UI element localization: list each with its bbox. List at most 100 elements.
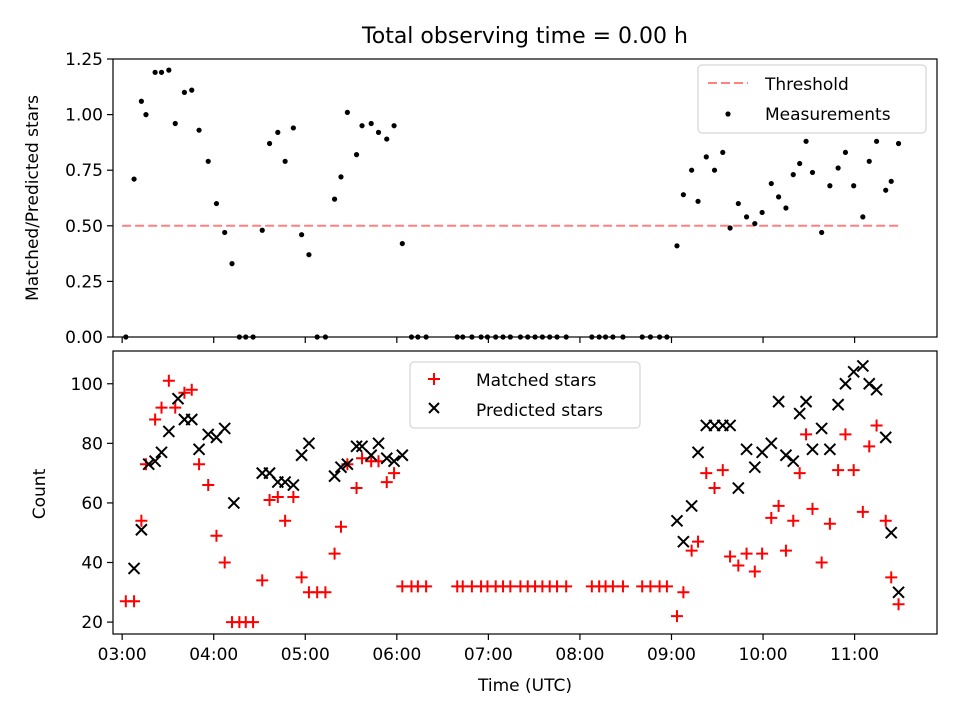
measurement-point (873, 138, 880, 144)
y-tick-label: 0.00 (65, 328, 103, 348)
legend-matched-swatch (428, 373, 440, 385)
predicted-star-point (831, 398, 845, 411)
measurement-point (866, 158, 872, 164)
measurement-point (172, 120, 178, 127)
measurement-point (181, 89, 188, 95)
predicted-star-point (847, 365, 860, 379)
x-tick-label: 06:00 (372, 645, 421, 665)
matched-star-point (885, 571, 898, 584)
y-tick-label: 1.25 (65, 50, 103, 70)
matched-star-point (748, 565, 761, 578)
measurement-point (399, 240, 405, 247)
bottom-legend: Matched stars Predicted stars (409, 361, 641, 429)
matched-star-point (892, 598, 905, 611)
matched-star-point (716, 464, 729, 477)
legend-measurements-label: Measurements (765, 105, 891, 125)
predicted-star-point (799, 395, 813, 408)
measurement-point (222, 229, 228, 236)
x-tick-label: 11:00 (830, 645, 879, 665)
matched-star-point (295, 571, 308, 584)
matched-star-point (847, 464, 860, 477)
x-tick-label: 09:00 (647, 645, 696, 665)
measurement-point (338, 174, 344, 180)
matched-star-point (162, 374, 175, 387)
predicted-star-point (334, 460, 348, 474)
matched-star-point (149, 413, 162, 426)
predicted-star-point (670, 514, 684, 528)
matched-star-point (560, 580, 573, 593)
matched-star-point (806, 502, 819, 515)
matched-star-point (870, 419, 883, 432)
matched-star-point (319, 586, 332, 599)
measurement-point (344, 109, 350, 115)
measurement-point (860, 214, 866, 220)
matched-star-point (287, 490, 300, 503)
predicted-star-point (691, 446, 705, 459)
predicted-star-point (171, 392, 185, 405)
measurement-point (375, 129, 382, 135)
x-tick-label: 10:00 (739, 645, 788, 665)
measurement-point (703, 154, 709, 160)
matched-star-point (256, 574, 269, 587)
measurement-point (213, 200, 220, 207)
matched-star-point (787, 514, 800, 527)
measurement-point (359, 123, 365, 129)
legend-threshold-label: Threshold (764, 75, 849, 95)
y-tick-label: 80 (81, 434, 103, 454)
top-legend-box (697, 64, 927, 134)
predicted-star-point (787, 455, 800, 468)
predicted-star-point (815, 422, 828, 435)
top-legend: Threshold Measurements (697, 64, 927, 134)
matched-star-point (616, 580, 629, 593)
measurement-point (391, 123, 397, 129)
measurement-point (803, 138, 809, 144)
measurement-point (743, 214, 750, 220)
measurement-point (306, 252, 312, 258)
matched-star-point (765, 511, 778, 524)
measurement-point (282, 158, 288, 164)
matched-star-point (677, 586, 690, 599)
measurement-point (842, 149, 849, 156)
matched-star-point (334, 520, 347, 533)
measurement-point (299, 232, 305, 238)
matched-star-point (863, 440, 876, 453)
matched-star-point (135, 514, 148, 527)
predicted-star-point (127, 562, 141, 575)
matched-star-point (504, 580, 517, 593)
predicted-star-point (793, 407, 806, 420)
top-panel: 0.00 0.25 0.50 0.75 1.00 1.25 Matched/Predict… (23, 50, 938, 348)
matched-star-point (815, 556, 828, 569)
matched-star-point (800, 428, 813, 441)
measurement-point (720, 149, 726, 156)
measurement-point (711, 167, 718, 173)
predicted-star-point (148, 455, 162, 468)
measurement-point (189, 87, 195, 93)
predicted-star-point (765, 437, 778, 450)
y-tick-label: 60 (81, 494, 103, 514)
predicted-star-point (677, 535, 690, 548)
measurement-point (259, 227, 265, 233)
predicted-star-point (135, 523, 148, 536)
x-tick-label: 08:00 (555, 645, 604, 665)
predicted-star-point (364, 449, 378, 462)
chart-title: Total observing time = 0.00 h (361, 24, 688, 49)
predicted-star-point (856, 359, 870, 373)
measurement-point (752, 220, 758, 227)
y-tick-label: 0.25 (65, 272, 103, 292)
matched-star-point (670, 610, 683, 623)
matched-star-point (740, 547, 753, 560)
x-tick-label: 04:00 (189, 645, 238, 665)
measurement-point (680, 192, 686, 198)
predicted-star-point (142, 457, 155, 471)
matched-star-point (692, 535, 705, 548)
matched-star-point (271, 490, 284, 503)
predicted-star-point (748, 460, 762, 474)
measurement-point (809, 169, 816, 176)
predicted-star-point (723, 419, 737, 432)
predicted-star-point (879, 431, 892, 444)
legend-matched-label: Matched stars (476, 371, 596, 391)
bottom-legend-box (409, 361, 641, 429)
matched-star-point (793, 467, 806, 480)
matched-star-point (279, 514, 292, 527)
matched-star-point (724, 550, 737, 563)
